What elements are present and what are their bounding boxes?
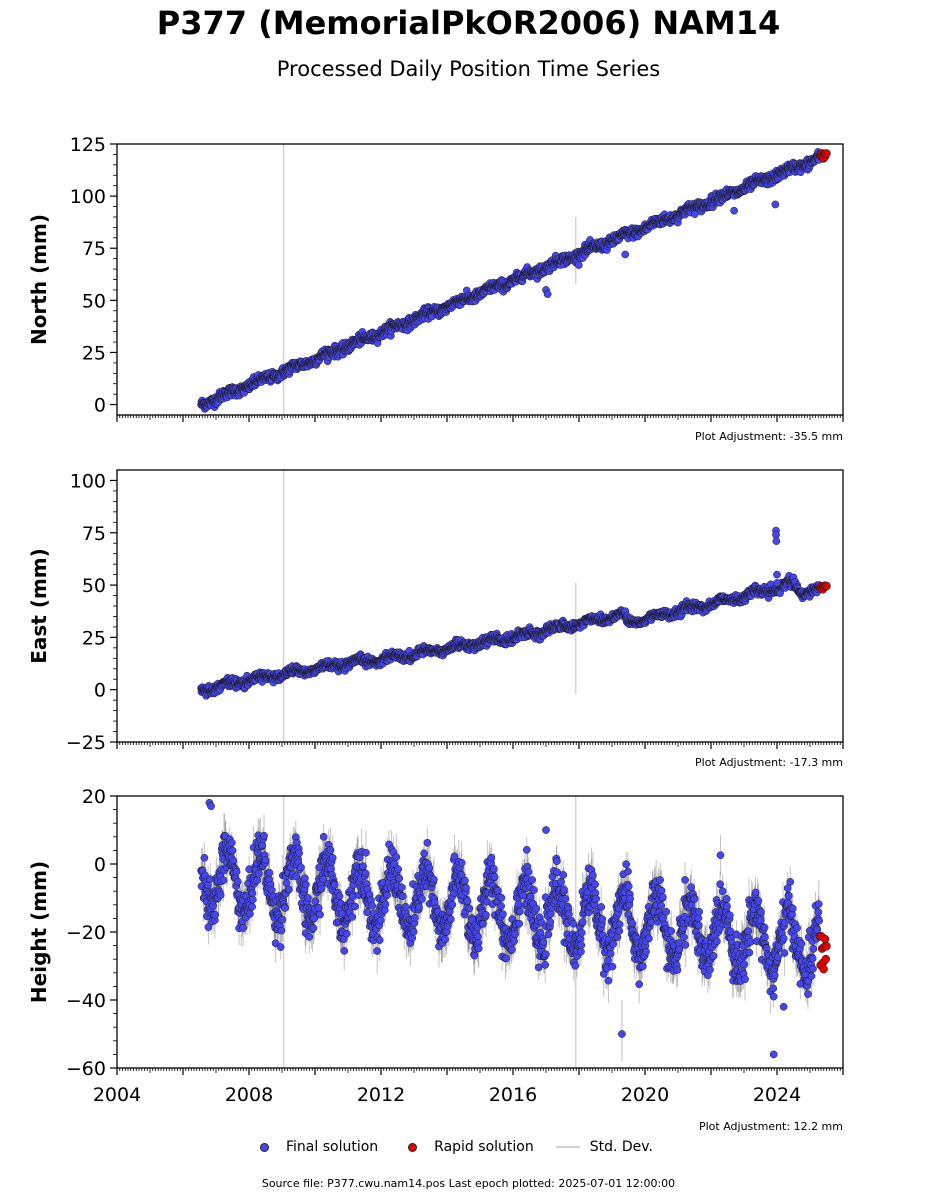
y-tick-label: 25: [82, 342, 106, 364]
stddev-bars-1: [200, 470, 820, 742]
plot-adjustment-label: Plot Adjustment: -35.5 mm: [695, 430, 843, 443]
final-point: [690, 210, 699, 218]
y-tick-label: 0: [94, 395, 106, 417]
final-point-outlier: [730, 206, 738, 215]
axes-frame-0: [116, 143, 844, 416]
y-tick-label: 125: [70, 134, 106, 156]
plot-area-1: [197, 470, 831, 742]
y-tick-label: 50: [82, 290, 106, 312]
panel-0: 0 25 50 75 100 125 North (mm) Plot Adjustment: …: [27, 134, 844, 443]
y-tick-label: 75: [82, 238, 106, 260]
y-axis-label: North (mm): [27, 214, 51, 345]
final-points-0: [197, 148, 823, 413]
y-tick-label: 100: [70, 186, 106, 208]
final-point: [574, 261, 583, 269]
final-point-outlier: [771, 200, 780, 209]
chart-subtitle: Processed Daily Position Time Series: [276, 57, 661, 81]
rapid-point: [822, 149, 831, 158]
final-point-outlier: [621, 250, 630, 259]
final-point-outlier: [543, 290, 552, 298]
plot-area-0: [197, 144, 831, 415]
rapid-points-0: [815, 149, 831, 163]
chart-title: P377 (MemorialPkOR2006) NAM14: [156, 4, 781, 42]
